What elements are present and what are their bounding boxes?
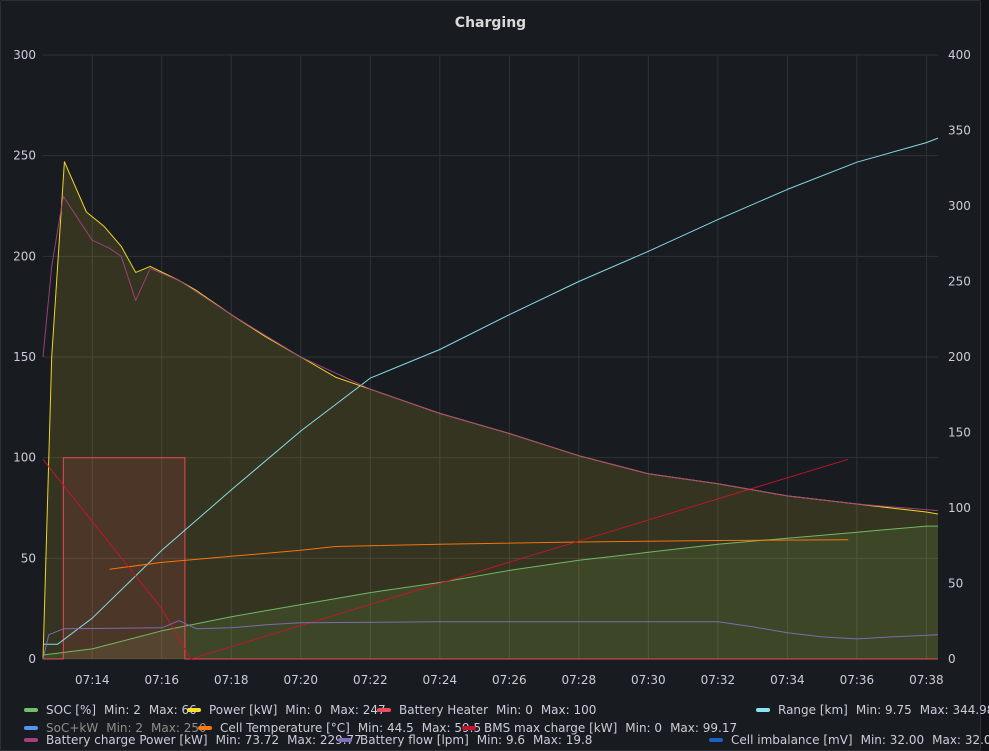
legend: SOC [%] Min: 2 Max: 66 Power [kW] Min: 0…: [0, 694, 989, 750]
x-tick-label: 07:30: [631, 673, 666, 687]
legend-item-soc[interactable]: SOC [%] Min: 2 Max: 66: [24, 703, 197, 717]
legend-item-bms-max-charge[interactable]: BMS max charge [kW] Min: 0 Max: 99.17: [462, 721, 737, 735]
area-power-kw: [43, 161, 938, 659]
legend-swatch: [377, 708, 391, 712]
series-line-cell-temperature-c: [109, 539, 849, 570]
legend-swatch: [187, 708, 201, 712]
series-line-range-km: [43, 137, 939, 645]
y-right-tick-label: 300: [948, 199, 971, 213]
y-right-tick-label: 0: [948, 652, 956, 666]
y-left-tick-label: 0: [28, 652, 36, 666]
x-tick-label: 07:34: [770, 673, 805, 687]
y-left-tick-label: 150: [13, 350, 36, 364]
y-right-tick-label: 350: [948, 124, 971, 138]
legend-item-range[interactable]: Range [km] Min: 9.75 Max: 344.98: [756, 703, 989, 717]
x-tick-label: 07:28: [562, 673, 597, 687]
x-tick-label: 07:18: [214, 673, 249, 687]
y-left-tick-label: 200: [13, 249, 36, 263]
x-tick-label: 07:14: [75, 673, 110, 687]
chart-plot[interactable]: 0 50 100 150 200 250 300 0 50 100 150 200 250 300 350 4…: [0, 0, 989, 694]
legend-swatch: [24, 738, 38, 742]
legend-item-cell-temperature[interactable]: Cell Temperature [°C] Min: 44.5 Max: 59.…: [198, 721, 481, 735]
legend-item-battery-heater[interactable]: Battery Heater Min: 0 Max: 100: [377, 703, 596, 717]
x-tick-label: 07:36: [840, 673, 875, 687]
y-left-tick-label: 300: [13, 48, 36, 62]
legend-item-battery-flow[interactable]: Battery flow [lpm] Min: 9.6 Max: 19.8: [338, 733, 592, 747]
legend-swatch: [462, 726, 476, 730]
x-tick-label: 07:24: [423, 673, 458, 687]
legend-item-power[interactable]: Power [kW] Min: 0 Max: 247: [187, 703, 386, 717]
series-line-bms-max-charge-kw: [42, 458, 849, 660]
x-tick-label: 07:32: [701, 673, 736, 687]
area-soc: [43, 526, 938, 659]
x-tick-label: 07:20: [283, 673, 318, 687]
y-right-tick-label: 50: [948, 577, 963, 591]
legend-swatch: [338, 738, 352, 742]
y-right-tick-label: 250: [948, 275, 971, 289]
legend-swatch: [24, 726, 38, 730]
legend-swatch: [709, 738, 723, 742]
y-right-tick-label: 100: [948, 501, 971, 515]
y-right-tick-label: 200: [948, 350, 971, 364]
x-tick-label: 07:22: [353, 673, 388, 687]
legend-item-battery-charge-power[interactable]: Battery charge Power [kW] Min: 73.72 Max…: [24, 733, 362, 747]
y-left-tick-label: 50: [21, 551, 36, 565]
legend-swatch: [198, 726, 212, 730]
panel-title[interactable]: Charging: [454, 15, 527, 31]
y-right-tick-label: 150: [948, 426, 971, 440]
legend-item-cell-imbalance[interactable]: Cell imbalance [mV] Min: 32.00 Max: 32.0…: [709, 733, 989, 747]
legend-item-soc-kw[interactable]: SoC+kW Min: 2 Max: 250: [24, 721, 207, 735]
x-tick-label: 07:38: [909, 673, 944, 687]
x-tick-label: 07:16: [144, 673, 179, 687]
legend-swatch: [24, 708, 38, 712]
series-line-battery-charge-power-kw: [42, 195, 939, 512]
legend-swatch: [756, 708, 770, 712]
y-left-tick-label: 250: [13, 149, 36, 163]
series-line-battery-flow-lpm: [42, 620, 939, 660]
y-right-tick-label: 400: [948, 48, 971, 62]
x-tick-label: 07:26: [492, 673, 527, 687]
y-left-tick-label: 100: [13, 451, 36, 465]
series-line-battery-heater: [43, 457, 938, 660]
